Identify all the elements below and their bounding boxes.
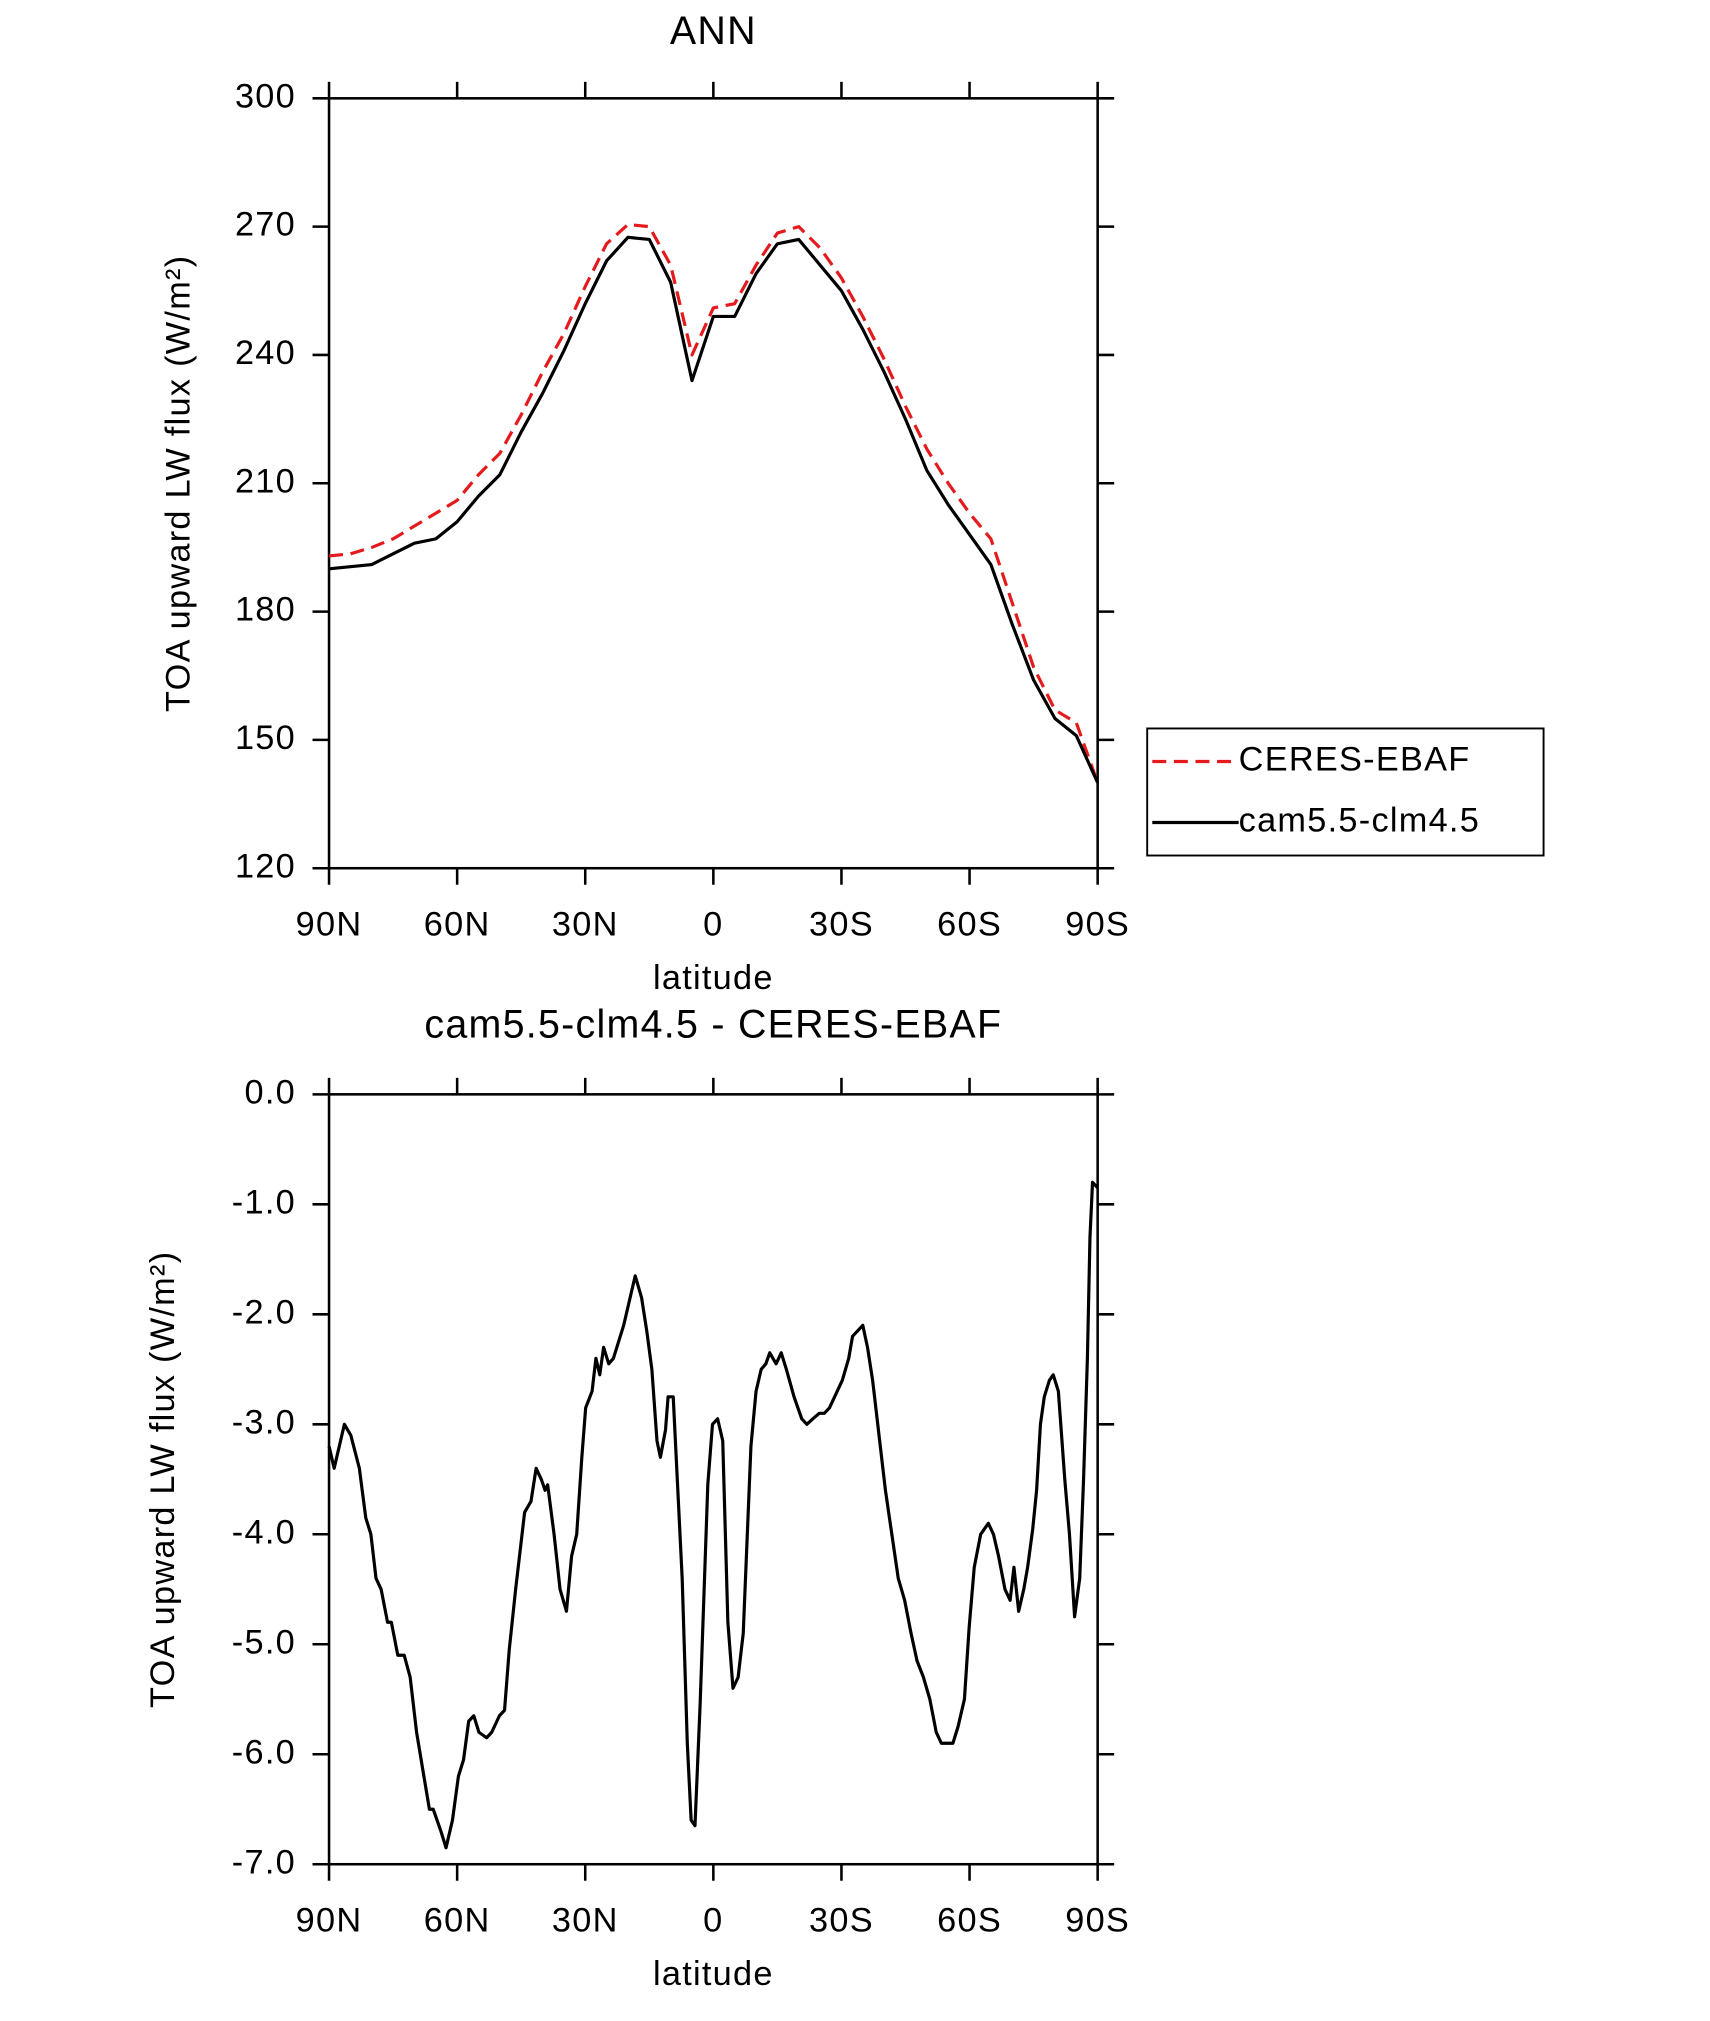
plot-frame <box>327 97 1099 870</box>
x-tick-label: 0 <box>703 906 723 944</box>
x-axis-label: latitude <box>653 959 774 997</box>
legend-label: CERES-EBAF <box>1239 741 1471 779</box>
y-tick-label: 270 <box>235 206 296 244</box>
x-tick-label: 30N <box>552 906 619 944</box>
y-tick-label: 0.0 <box>245 1073 297 1111</box>
y-tick-label: -6.0 <box>232 1733 296 1771</box>
data-line <box>327 1180 1099 1850</box>
y-axis-label: TOA upward LW flux (W/m²) <box>144 1251 182 1708</box>
y-tick-label: -2.0 <box>232 1293 296 1331</box>
x-axis-label: latitude <box>653 1955 774 1993</box>
y-tick-label: -5.0 <box>232 1623 296 1661</box>
plot-frame <box>327 1093 1099 1866</box>
x-tick-label: 30N <box>552 1902 619 1940</box>
data-line <box>328 222 1100 784</box>
y-tick-label: 240 <box>235 334 296 372</box>
x-tick-label: 90S <box>1065 906 1130 944</box>
legend-box <box>1146 727 1545 857</box>
y-tick-label: 150 <box>235 719 296 757</box>
x-tick-label: 30S <box>809 1902 874 1940</box>
data-line <box>328 235 1100 784</box>
chart-title: ANN <box>670 9 757 53</box>
y-axis-label: TOA upward LW flux (W/m²) <box>159 255 197 712</box>
x-tick-label: 60N <box>424 1902 491 1940</box>
y-tick-label: 210 <box>235 462 296 500</box>
y-tick-label: 300 <box>235 77 296 115</box>
x-tick-label: 90N <box>296 906 363 944</box>
x-tick-label: 60N <box>424 906 491 944</box>
x-tick-label: 90N <box>296 1902 363 1940</box>
x-tick-label: 0 <box>703 1902 723 1940</box>
x-tick-label: 60S <box>937 906 1002 944</box>
x-tick-label: 30S <box>809 906 874 944</box>
x-tick-label: 90S <box>1065 1902 1130 1940</box>
y-tick-label: 120 <box>235 847 296 885</box>
y-tick-label: -4.0 <box>232 1513 296 1551</box>
chart-title: cam5.5-clm4.5 - CERES-EBAF <box>424 1002 1002 1046</box>
x-tick-label: 60S <box>937 1902 1002 1940</box>
y-tick-label: -3.0 <box>232 1403 296 1441</box>
y-tick-label: -7.0 <box>232 1843 296 1881</box>
legend-label: cam5.5-clm4.5 <box>1239 802 1480 840</box>
y-tick-label: 180 <box>235 591 296 629</box>
y-tick-label: -1.0 <box>232 1183 296 1221</box>
